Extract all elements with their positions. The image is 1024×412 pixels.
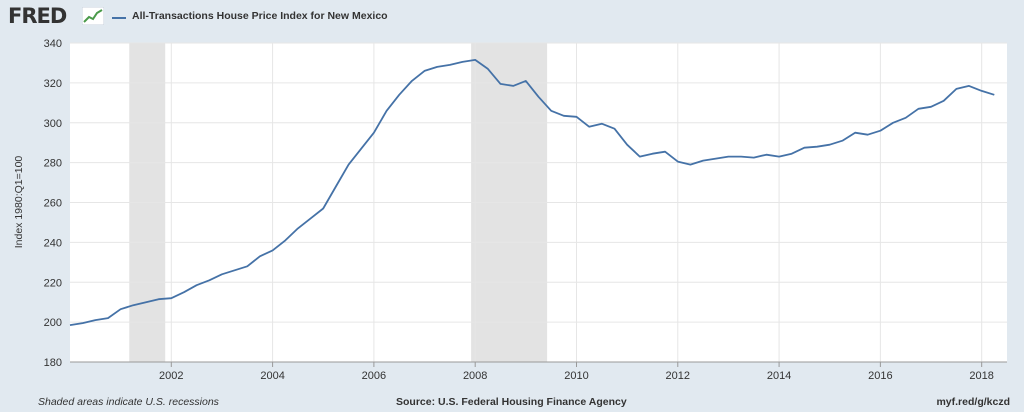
legend-swatch bbox=[112, 17, 126, 19]
y-tick-label: 260 bbox=[44, 198, 62, 210]
chart-header: FRED All-Transactions House Price Index … bbox=[0, 0, 1024, 36]
y-tick-label: 240 bbox=[44, 237, 62, 249]
y-axis-ticks: 180 200 220 240 260 280 300 320 340 bbox=[44, 38, 62, 369]
y-tick-label: 200 bbox=[44, 317, 62, 329]
x-tick-label: 2012 bbox=[666, 370, 690, 382]
series-lines bbox=[69, 59, 995, 326]
y-tick-label: 340 bbox=[44, 38, 62, 50]
legend-label[interactable]: All-Transactions House Price Index for N… bbox=[132, 10, 388, 22]
series-line[interactable] bbox=[69, 59, 995, 326]
y-tick-label: 280 bbox=[44, 158, 62, 170]
x-tick-label: 2018 bbox=[969, 370, 993, 382]
x-tick-label: 2008 bbox=[463, 370, 487, 382]
short-url[interactable]: myf.red/g/kczd bbox=[936, 396, 1010, 408]
recession-note: Shaded areas indicate U.S. recessions bbox=[38, 396, 219, 408]
x-axis-ticks: 2002 2004 2006 2008 2010 2012 2014 2016 2018 bbox=[70, 361, 1007, 382]
x-tick-label: 2002 bbox=[159, 370, 183, 382]
y-tick-label: 300 bbox=[44, 118, 62, 130]
x-tick-label: 2004 bbox=[260, 370, 284, 382]
fred-chart-logo-icon bbox=[82, 7, 104, 25]
source-text: Source: U.S. Federal Housing Finance Age… bbox=[396, 396, 627, 408]
y-tick-label: 180 bbox=[44, 357, 62, 369]
x-tick-label: 2006 bbox=[362, 370, 386, 382]
y-tick-label: 320 bbox=[44, 78, 62, 90]
fred-logo[interactable]: FRED bbox=[8, 4, 67, 28]
y-axis-label: Index 1980:Q1=100 bbox=[13, 156, 25, 249]
y-tick-label: 220 bbox=[44, 277, 62, 289]
x-tick-label: 2010 bbox=[564, 370, 588, 382]
x-tick-label: 2016 bbox=[868, 370, 892, 382]
x-tick-label: 2014 bbox=[767, 370, 791, 382]
